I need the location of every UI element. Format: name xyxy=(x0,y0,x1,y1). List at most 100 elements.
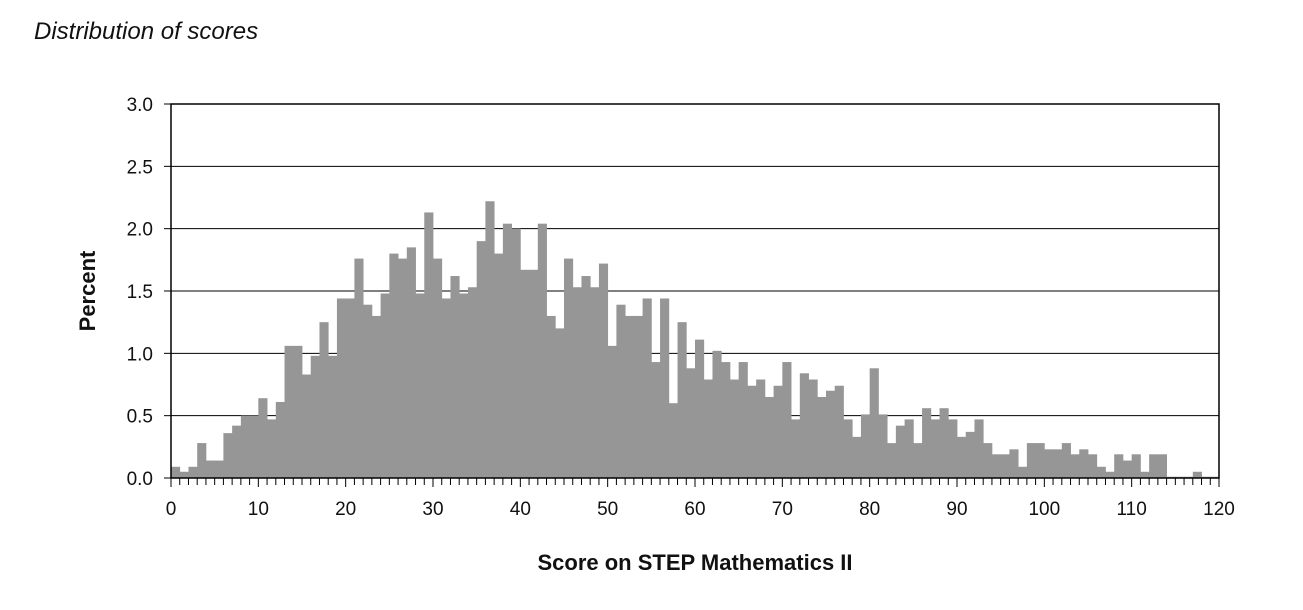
histogram-bar xyxy=(729,379,740,478)
histogram-bar xyxy=(293,345,303,478)
histogram-bar xyxy=(529,269,539,478)
histogram-bar xyxy=(179,471,189,478)
page-title: Distribution of scores xyxy=(34,18,259,45)
histogram-bar xyxy=(826,390,836,478)
histogram-bar xyxy=(450,276,460,478)
histogram-bar xyxy=(1000,454,1010,478)
histogram-bar xyxy=(171,466,181,478)
histogram-bar xyxy=(712,350,722,478)
x-tick-label: 20 xyxy=(335,499,356,520)
histogram-bar xyxy=(249,415,259,478)
histogram-bar xyxy=(214,460,224,478)
histogram-bar xyxy=(380,293,390,478)
histogram-bar xyxy=(773,385,783,478)
histogram-bar xyxy=(1114,454,1124,478)
histogram-bar xyxy=(965,431,975,478)
histogram-bar xyxy=(275,401,285,478)
histogram-bar xyxy=(651,362,661,478)
histogram-bar xyxy=(415,293,425,478)
histogram-bar xyxy=(1035,443,1045,478)
histogram-bar xyxy=(616,304,626,478)
histogram-bar xyxy=(957,436,967,478)
histogram-bar xyxy=(869,368,879,478)
histogram-bar xyxy=(799,373,809,478)
histogram-bar xyxy=(860,414,871,478)
histogram-bar xyxy=(459,293,469,478)
histogram-bar xyxy=(1044,449,1054,478)
histogram-bar xyxy=(406,247,416,478)
histogram-bar xyxy=(188,466,198,478)
histogram-bar xyxy=(240,415,250,478)
histogram-bar xyxy=(502,223,512,478)
y-axis-ticks: 0.0 0.5 1.0 1.5 2.0 2.5 3.0 xyxy=(127,95,171,490)
histogram-bar xyxy=(738,362,748,478)
histogram-bar xyxy=(1157,454,1167,478)
histogram-bar xyxy=(537,223,547,478)
histogram-bar xyxy=(607,345,617,478)
y-tick-label: 1.0 xyxy=(127,344,153,365)
histogram-bar xyxy=(205,460,216,478)
x-tick-label: 80 xyxy=(859,499,880,520)
histogram-bar xyxy=(922,408,932,478)
histogram-bar xyxy=(546,315,556,478)
histogram-bar xyxy=(782,362,792,478)
histogram-bar xyxy=(983,443,993,478)
x-tick-label: 10 xyxy=(248,499,269,520)
histogram-bar xyxy=(572,287,582,478)
histogram-bar xyxy=(371,315,381,478)
y-tick-label: 2.0 xyxy=(127,220,153,241)
histogram-bar xyxy=(310,355,320,478)
histogram-bar xyxy=(424,212,434,478)
histogram-bar xyxy=(834,385,844,478)
histogram-bar xyxy=(642,298,652,478)
x-axis-ticks: 0 10 20 30 40 50 60 70 80 90 100 110 120 xyxy=(166,478,1235,520)
histogram-bar xyxy=(258,398,268,478)
histogram-bar xyxy=(284,345,294,478)
histogram-bar xyxy=(1140,471,1150,478)
histogram-bar xyxy=(887,443,897,478)
histogram-bar xyxy=(520,269,530,478)
histogram-bar xyxy=(319,322,329,478)
x-tick-label: 0 xyxy=(166,499,177,520)
x-axis-label: Score on STEP Mathematics II xyxy=(537,550,852,575)
histogram-bar xyxy=(703,379,713,478)
histogram-bar xyxy=(808,379,818,478)
histogram-bar xyxy=(555,328,565,478)
histogram-bar xyxy=(843,419,853,478)
histogram-bar xyxy=(345,298,355,478)
histogram-bar xyxy=(974,419,984,478)
histogram-bar xyxy=(476,241,486,478)
x-tick-label: 70 xyxy=(772,499,793,520)
histogram-bar xyxy=(389,253,399,478)
histogram-bar xyxy=(677,322,687,478)
histogram-bar xyxy=(467,287,478,478)
histogram-bar xyxy=(197,443,207,478)
histogram-bar xyxy=(1009,449,1019,478)
histogram-bar xyxy=(485,201,495,479)
histogram-bar xyxy=(668,403,678,478)
histogram-bar xyxy=(686,368,696,478)
histogram-bar xyxy=(232,425,242,478)
histogram-bar xyxy=(939,408,949,478)
histogram-bar xyxy=(1053,449,1063,478)
histogram-bar xyxy=(1026,443,1036,478)
histogram-bar xyxy=(1096,466,1106,478)
histogram-bar xyxy=(363,304,373,478)
histogram-bar xyxy=(564,258,574,478)
histogram-bar xyxy=(511,228,521,478)
histogram-bar xyxy=(1079,449,1089,478)
histogram-bar xyxy=(223,433,233,478)
histogram-bar xyxy=(267,419,277,478)
histogram-bar xyxy=(878,414,888,478)
histogram-bar xyxy=(433,258,443,478)
histogram-bar xyxy=(904,419,914,478)
x-tick-label: 60 xyxy=(684,499,705,520)
histogram-bar xyxy=(633,315,643,478)
x-tick-label: 110 xyxy=(1117,499,1147,520)
histogram-bar xyxy=(930,419,940,478)
x-tick-label: 30 xyxy=(422,499,443,520)
histogram-bar xyxy=(756,379,766,478)
bars xyxy=(171,201,1220,479)
histogram-bar xyxy=(1105,471,1115,478)
